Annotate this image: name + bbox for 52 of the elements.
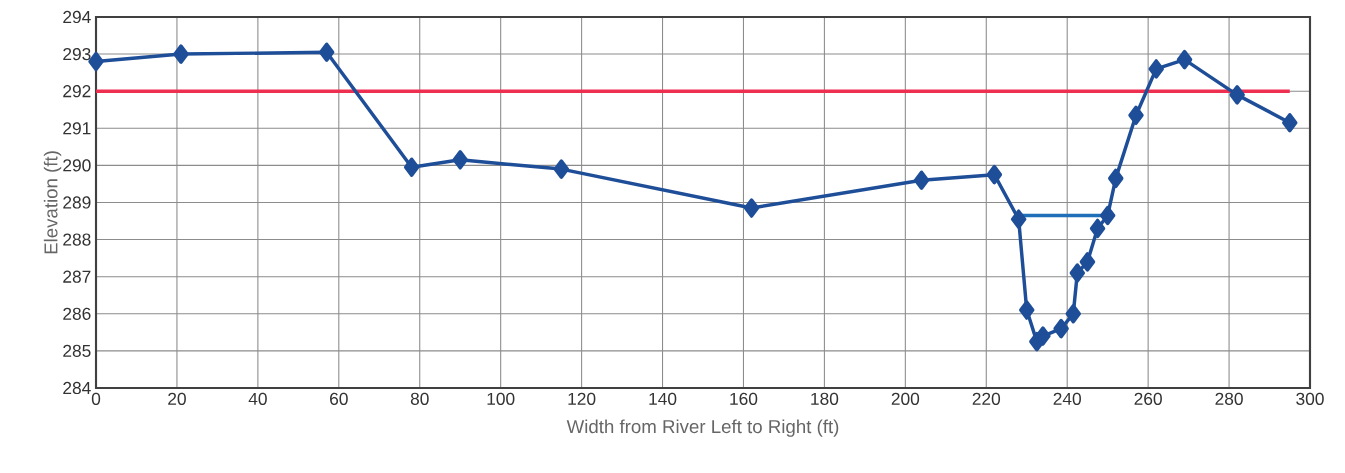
point <box>1128 105 1144 126</box>
point <box>1108 168 1124 189</box>
x-tick-label: 100 <box>487 392 515 405</box>
x-tick-label: 120 <box>568 392 596 405</box>
x-tick-label: 200 <box>891 392 920 405</box>
y-tick-label: 293 <box>63 47 91 61</box>
point <box>1065 304 1082 324</box>
y-axis-title: Elevation (ft) <box>43 151 62 254</box>
x-tick-label: 300 <box>1296 392 1324 405</box>
x-axis-title: Width from River Left to Right (ft) <box>566 419 839 437</box>
y-tick-label: 292 <box>63 85 91 98</box>
x-tick-label: 160 <box>730 392 758 405</box>
y-tick-label: 288 <box>63 233 91 246</box>
point <box>452 150 468 170</box>
x-tick-label: 180 <box>811 392 839 405</box>
point <box>1229 85 1245 105</box>
x-tick-label: 140 <box>649 392 677 405</box>
x-tick-label: 220 <box>972 392 1001 405</box>
x-tick-label: 60 <box>330 392 348 405</box>
point <box>318 42 335 62</box>
point <box>1099 205 1116 226</box>
y-tick-label: 290 <box>63 159 91 172</box>
y-tick-label: 294 <box>63 10 91 24</box>
point <box>913 170 930 190</box>
point <box>1018 300 1035 320</box>
point <box>403 157 420 177</box>
x-tick-label: 20 <box>168 392 186 405</box>
y-tick-label: 285 <box>63 344 91 358</box>
point <box>1035 326 1051 346</box>
point <box>1010 209 1027 229</box>
point <box>1069 263 1086 283</box>
point <box>1282 112 1298 133</box>
point <box>1053 318 1069 339</box>
y-tick-label: 286 <box>63 307 91 320</box>
point <box>1148 59 1164 79</box>
x-tick-label: 0 <box>91 392 101 405</box>
x-tick-label: 280 <box>1215 392 1243 405</box>
point <box>986 164 1003 185</box>
y-tick-label: 284 <box>63 381 91 395</box>
point <box>173 44 189 64</box>
y-tick-label: 289 <box>63 196 91 209</box>
point <box>743 198 760 218</box>
point <box>553 159 570 179</box>
point <box>1079 252 1096 272</box>
y-tick-label: 291 <box>63 122 91 135</box>
y-tick-label: 287 <box>63 270 91 283</box>
x-tick-label: 40 <box>248 392 267 405</box>
x-tick-label: 260 <box>1134 392 1162 405</box>
x-tick-label: 80 <box>410 392 429 405</box>
x-tick-label: 240 <box>1053 392 1081 405</box>
point <box>1176 49 1193 70</box>
point <box>1089 218 1106 239</box>
